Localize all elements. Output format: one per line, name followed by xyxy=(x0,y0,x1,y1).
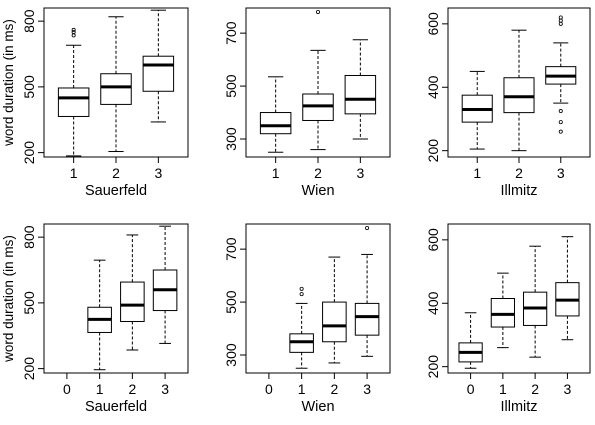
x-tick-label: 0 xyxy=(265,381,273,397)
y-tick-label: 400 xyxy=(425,75,441,99)
iqr-box xyxy=(101,74,131,105)
outlier-point xyxy=(559,16,562,19)
iqr-box xyxy=(504,78,534,113)
box-1 xyxy=(491,273,514,348)
x-axis-title: Illmitz xyxy=(500,183,537,199)
x-tick-label: 1 xyxy=(96,381,104,397)
x-tick-label: 3 xyxy=(161,381,169,397)
iqr-box xyxy=(143,56,173,91)
x-axis-title: Illmitz xyxy=(500,399,537,415)
box-3 xyxy=(546,16,576,133)
y-axis-title: word duration (in ms) xyxy=(1,19,16,147)
y-tick-label: 600 xyxy=(425,228,441,252)
box-1 xyxy=(58,28,88,156)
box-3 xyxy=(153,226,177,343)
chart-panel-2: 300 500 700 1 2 3 Wien xyxy=(223,8,390,199)
y-tick-label: 500 xyxy=(21,291,37,315)
y-tick-label: 600 xyxy=(425,12,441,36)
x-tick-label: 3 xyxy=(154,165,162,181)
outlier-point xyxy=(559,109,562,112)
x-tick-label: 3 xyxy=(564,381,572,397)
box-3 xyxy=(355,226,379,356)
y-axis-title: word duration (in ms) xyxy=(1,235,16,363)
y-tick-label: 300 xyxy=(223,127,239,151)
box-0 xyxy=(459,313,482,368)
iqr-box xyxy=(58,88,88,116)
chart-panel-1: 200 500 800 1 2 3 Sauerfeld word duration (in m… xyxy=(1,8,188,199)
y-tick-label: 200 xyxy=(425,355,441,379)
y-tick-label: 700 xyxy=(223,21,239,45)
y-tick-label: 500 xyxy=(21,75,37,99)
outlier-point xyxy=(300,293,303,296)
x-tick-label: 1 xyxy=(499,381,507,397)
box-3 xyxy=(345,40,375,139)
y-tick-label: 700 xyxy=(223,237,239,261)
x-axis-title: Wien xyxy=(301,183,334,199)
y-tick-label: 500 xyxy=(223,290,239,314)
box-1 xyxy=(260,77,290,152)
x-tick-label: 2 xyxy=(314,165,322,181)
iqr-box xyxy=(355,303,379,335)
iqr-box xyxy=(491,299,514,328)
outlier-point xyxy=(559,22,562,25)
iqr-box xyxy=(260,113,290,134)
x-tick-label: 1 xyxy=(272,165,280,181)
iqr-box xyxy=(323,302,347,342)
chart-panel-3: 200 400 600 1 2 3 Illmitz xyxy=(425,8,590,199)
box-2 xyxy=(121,235,145,350)
y-tick-label: 500 xyxy=(223,74,239,98)
y-tick-label: 200 xyxy=(21,357,37,381)
box-2 xyxy=(323,257,347,363)
x-tick-label: 1 xyxy=(70,165,78,181)
box-2 xyxy=(524,246,547,357)
x-tick-label: 3 xyxy=(363,381,371,397)
chart-panel-4: 200 500 800 0 1 2 3 Sauerfeld word duration (in … xyxy=(1,224,188,415)
plot-frame xyxy=(246,224,390,373)
x-axis-title: Sauerfeld xyxy=(85,183,147,199)
x-tick-label: 1 xyxy=(298,381,306,397)
outlier-point xyxy=(559,19,562,22)
x-tick-label: 0 xyxy=(63,381,71,397)
iqr-box xyxy=(345,75,375,113)
box-2 xyxy=(504,30,534,150)
outlier-point xyxy=(365,226,368,229)
box-3 xyxy=(556,237,579,340)
outlier-point xyxy=(72,28,75,31)
outlier-point xyxy=(300,287,303,290)
outlier-point xyxy=(559,130,562,133)
iqr-box xyxy=(121,282,145,321)
outlier-point xyxy=(316,10,319,13)
box-1 xyxy=(290,287,314,368)
box-2 xyxy=(303,10,333,149)
x-tick-label: 1 xyxy=(473,165,481,181)
x-tick-label: 2 xyxy=(128,381,136,397)
x-tick-label: 2 xyxy=(330,381,338,397)
chart-panel-6: 200 400 600 0 1 2 3 Illmitz xyxy=(425,224,590,415)
box-1 xyxy=(88,260,112,370)
chart-panel-5: 300 500 700 0 1 2 3 Wien xyxy=(223,224,390,415)
y-tick-label: 400 xyxy=(425,291,441,315)
box-2 xyxy=(101,17,131,152)
y-tick-label: 200 xyxy=(425,139,441,163)
x-tick-label: 2 xyxy=(112,165,120,181)
x-tick-label: 2 xyxy=(515,165,523,181)
x-axis-title: Wien xyxy=(301,399,334,415)
y-tick-label: 800 xyxy=(21,225,37,249)
box-3 xyxy=(143,10,173,122)
x-tick-label: 2 xyxy=(531,381,539,397)
y-tick-label: 800 xyxy=(21,9,37,33)
outlier-point xyxy=(559,121,562,124)
x-tick-label: 3 xyxy=(356,165,364,181)
box-1 xyxy=(462,71,492,149)
x-tick-label: 0 xyxy=(467,381,475,397)
y-tick-label: 200 xyxy=(21,141,37,165)
y-tick-label: 300 xyxy=(223,343,239,367)
outlier-point xyxy=(72,34,75,37)
x-tick-label: 3 xyxy=(557,165,565,181)
x-axis-title: Sauerfeld xyxy=(85,399,147,415)
